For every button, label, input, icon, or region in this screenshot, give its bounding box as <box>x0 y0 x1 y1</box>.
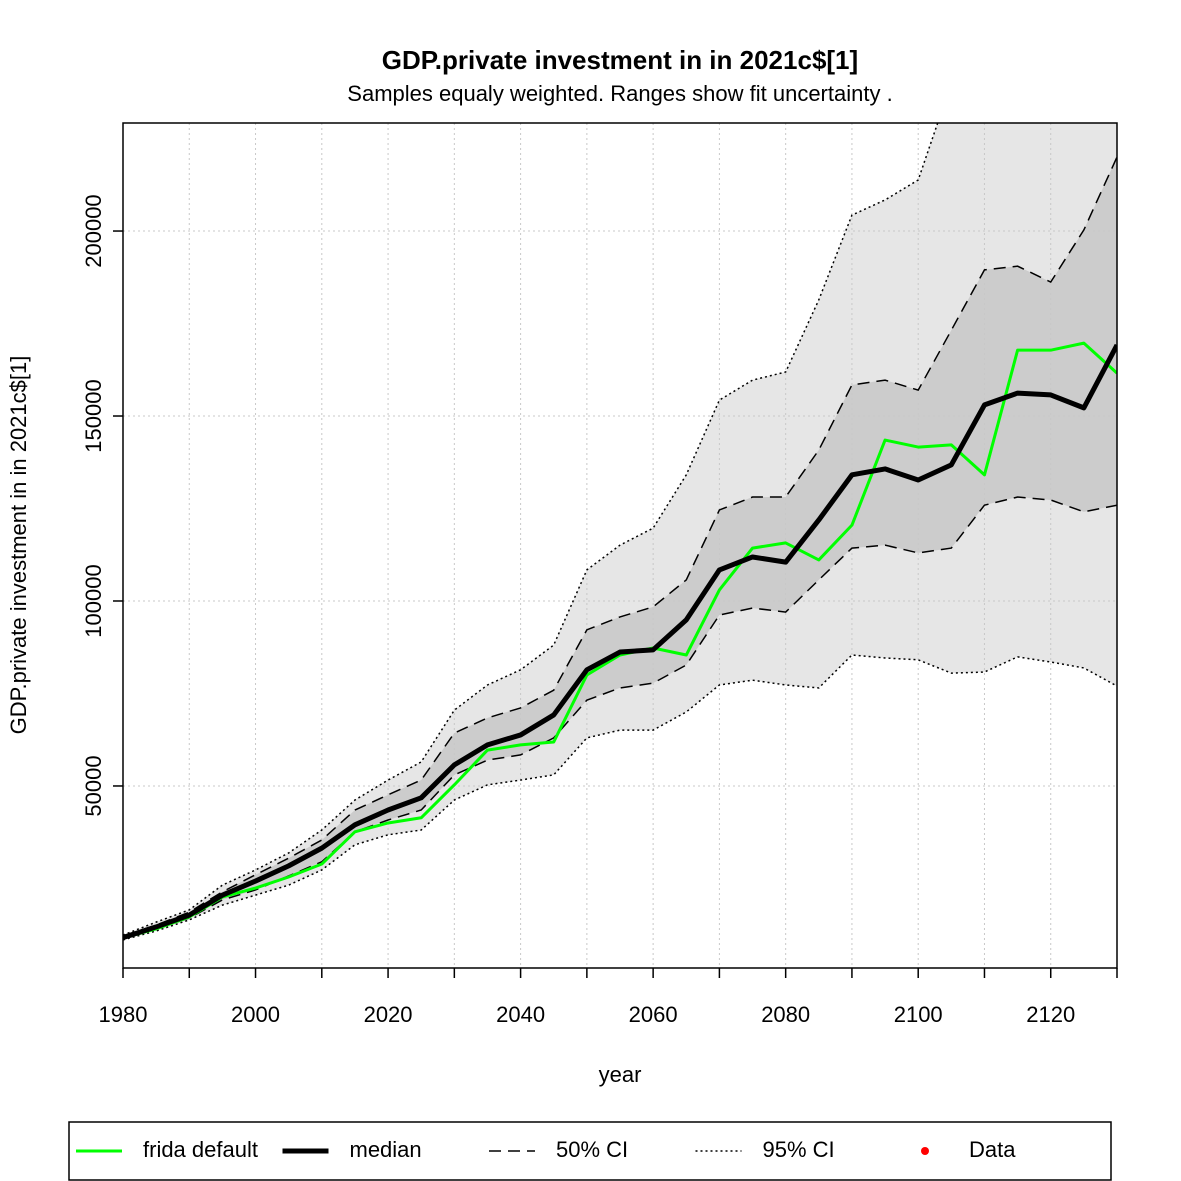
x-tick-label: 1980 <box>99 1002 148 1027</box>
chart-subtitle: Samples equaly weighted. Ranges show fit… <box>347 81 892 106</box>
x-tick-label: 2080 <box>761 1002 810 1027</box>
legend-box <box>68 1121 1112 1181</box>
x-tick-label: 2060 <box>629 1002 678 1027</box>
legend-label: frida default <box>143 1137 258 1162</box>
x-tick-label: 2120 <box>1026 1002 1075 1027</box>
x-tick-label: 2100 <box>894 1002 943 1027</box>
legend-label: 50% CI <box>556 1137 628 1162</box>
legend-label: Data <box>969 1137 1016 1162</box>
x-axis-label: year <box>599 1062 642 1087</box>
ci-line <box>123 156 1117 937</box>
series-line <box>123 341 1117 940</box>
series-line <box>123 343 1117 941</box>
ci-line <box>123 654 1117 941</box>
x-tick-label: 2000 <box>231 1002 280 1027</box>
chart-title: GDP.private investment in in 2021c$[1] <box>382 45 858 75</box>
ci-line <box>123 123 939 936</box>
legend-label: 95% CI <box>763 1137 835 1162</box>
plot-area <box>123 123 1117 968</box>
x-tick-label: 2040 <box>496 1002 545 1027</box>
y-tick-label: 200000 <box>81 194 106 267</box>
plot-frame <box>122 122 1118 969</box>
y-axis-label: GDP.private investment in in 2021c$[1] <box>6 356 31 735</box>
legend: frida default median 50% CI 95% CI Data <box>76 1137 1016 1162</box>
y-tick-label: 100000 <box>81 564 106 637</box>
legend-label: median <box>350 1137 422 1162</box>
legend-marker <box>921 1147 929 1155</box>
x-tick-label: 2020 <box>364 1002 413 1027</box>
y-tick-label: 150000 <box>81 379 106 452</box>
y-tick-label: 50000 <box>81 755 106 816</box>
ci-band <box>123 123 1117 940</box>
